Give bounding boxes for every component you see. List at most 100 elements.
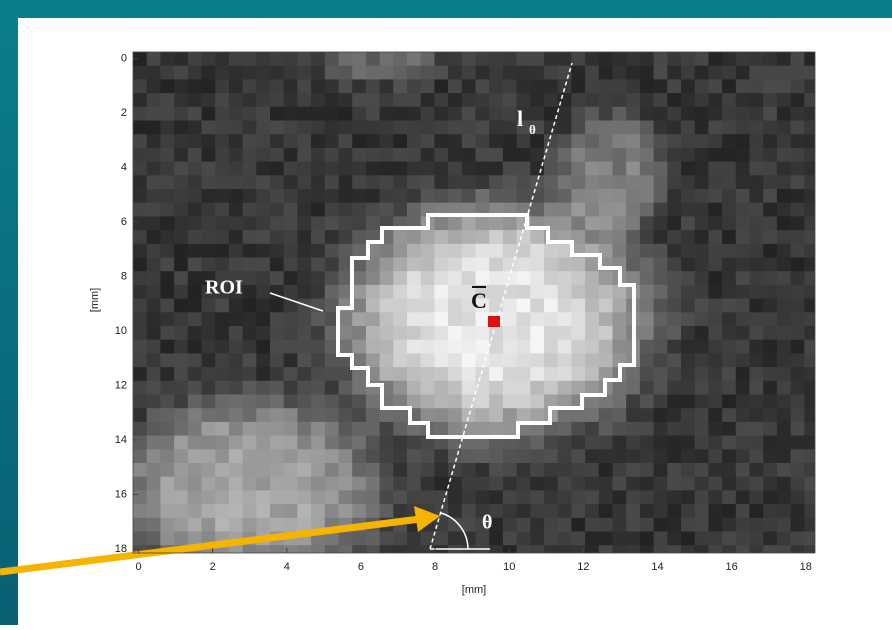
centroid-label: C (471, 288, 487, 313)
image-pixel (763, 422, 777, 436)
image-pixel (352, 340, 366, 354)
image-pixel (243, 504, 257, 518)
image-pixel (695, 504, 709, 518)
image-pixel (626, 436, 640, 450)
image-pixel (297, 490, 311, 504)
image-pixel (791, 477, 805, 491)
image-pixel (599, 532, 613, 546)
image-pixel (585, 340, 599, 354)
image-pixel (599, 285, 613, 299)
image-pixel (448, 381, 462, 395)
image-pixel (297, 162, 311, 176)
image-pixel (613, 436, 627, 450)
image-pixel (571, 271, 585, 285)
image-pixel (750, 107, 764, 121)
image-pixel (311, 203, 325, 217)
image-pixel (352, 79, 366, 93)
image-pixel (571, 532, 585, 546)
image-pixel (174, 66, 188, 80)
image-pixel (352, 436, 366, 450)
image-pixel (791, 299, 805, 313)
image-pixel (736, 381, 750, 395)
image-pixel (544, 463, 558, 477)
image-pixel (654, 244, 668, 258)
image-pixel (325, 285, 339, 299)
image-pixel (585, 449, 599, 463)
image-pixel (654, 381, 668, 395)
image-pixel (270, 463, 284, 477)
image-pixel (133, 66, 147, 80)
image-pixel (339, 79, 353, 93)
image-pixel (160, 299, 174, 313)
image-pixel (681, 449, 695, 463)
y-tick-label: 8 (121, 271, 127, 283)
image-pixel (530, 449, 544, 463)
image-pixel (297, 148, 311, 162)
image-pixel (256, 312, 270, 326)
image-pixel (270, 258, 284, 272)
image-pixel (133, 121, 147, 135)
image-pixel (777, 504, 791, 518)
image-pixel (654, 148, 668, 162)
image-pixel (722, 532, 736, 546)
image-pixel (366, 449, 380, 463)
image-pixel (393, 326, 407, 340)
image-pixel (339, 121, 353, 135)
image-pixel (517, 353, 531, 367)
image-pixel (599, 449, 613, 463)
image-pixel (777, 463, 791, 477)
image-pixel (654, 477, 668, 491)
image-pixel (654, 532, 668, 546)
image-pixel (791, 162, 805, 176)
image-pixel (462, 79, 476, 93)
image-pixel (544, 299, 558, 313)
image-pixel (448, 271, 462, 285)
image-pixel (393, 107, 407, 121)
image-pixel (681, 230, 695, 244)
image-pixel (147, 353, 161, 367)
image-pixel (270, 244, 284, 258)
image-pixel (736, 66, 750, 80)
image-pixel (626, 203, 640, 217)
image-pixel (243, 230, 257, 244)
image-pixel (530, 532, 544, 546)
image-pixel (585, 189, 599, 203)
image-pixel (284, 162, 298, 176)
image-pixel (352, 162, 366, 176)
image-pixel (133, 408, 147, 422)
image-pixel (243, 408, 257, 422)
image-pixel (585, 422, 599, 436)
image-pixel (695, 477, 709, 491)
image-pixel (339, 66, 353, 80)
image-pixel (626, 121, 640, 135)
image-pixel (188, 244, 202, 258)
image-pixel (229, 504, 243, 518)
image-pixel (530, 408, 544, 422)
image-pixel (270, 449, 284, 463)
image-pixel (339, 408, 353, 422)
image-pixel (750, 216, 764, 230)
image-pixel (736, 353, 750, 367)
image-pixel (448, 340, 462, 354)
image-pixel (489, 422, 503, 436)
image-pixel (530, 230, 544, 244)
image-pixel (476, 134, 490, 148)
image-pixel (654, 436, 668, 450)
image-pixel (188, 449, 202, 463)
image-pixel (243, 463, 257, 477)
image-pixel (777, 93, 791, 107)
image-pixel (503, 367, 517, 381)
image-pixel (722, 93, 736, 107)
image-pixel (613, 395, 627, 409)
image-pixel (640, 532, 654, 546)
image-pixel (297, 244, 311, 258)
image-pixel (407, 134, 421, 148)
image-pixel (297, 463, 311, 477)
image-pixel (530, 244, 544, 258)
image-pixel (380, 504, 394, 518)
image-pixel (174, 148, 188, 162)
image-pixel (147, 490, 161, 504)
image-pixel (160, 216, 174, 230)
image-pixel (133, 477, 147, 491)
image-pixel (503, 326, 517, 340)
